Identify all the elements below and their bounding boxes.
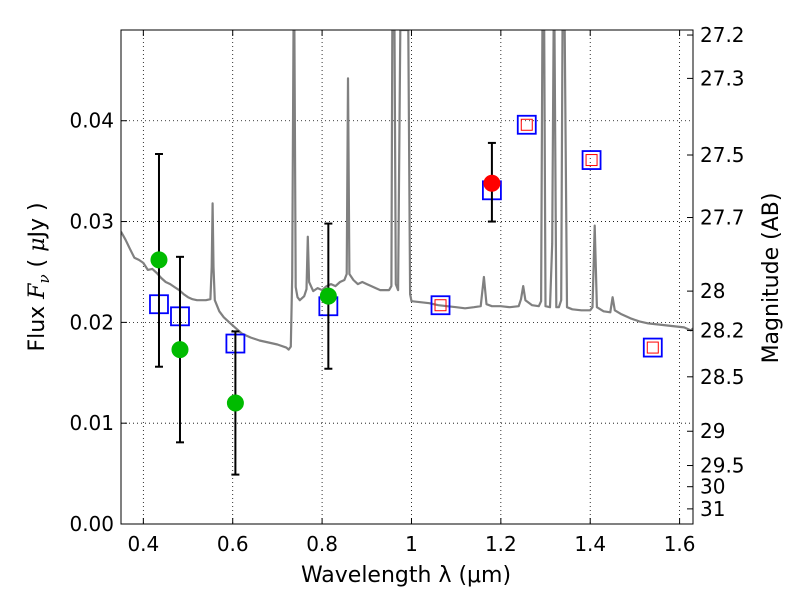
upper-limit-square [520,118,533,131]
y-tick-label: 0.00 [69,512,114,536]
x-axis-label: Wavelength λ (μm) [301,563,511,588]
upper-limit-square [585,154,598,167]
x-tick-label: 0.8 [306,532,338,556]
right-tick-label: 27.5 [700,143,745,167]
observed-point [319,287,337,305]
x-tick-label: 1.4 [574,532,606,556]
model-flux-square [430,295,451,316]
y-tick-label: 0.01 [69,411,114,435]
model-flux-square [642,337,663,358]
upper-limit-square [434,299,447,312]
x-tick-label: 1 [405,532,418,556]
right-tick-label: 29.5 [700,454,745,478]
right-tick-label: 28 [700,279,725,303]
model-flux-square [516,114,537,135]
y-tick-label: 0.04 [69,109,114,133]
observed-point [150,251,168,269]
right-axis-label: Magnitude (AB) [759,193,784,364]
right-tick-label: 29 [700,419,725,443]
model-flux-square [581,150,602,170]
x-tick-label: 1.2 [485,532,517,556]
x-tick-label: 0.4 [127,532,159,556]
spectrum-line [121,30,693,351]
observed-point [483,174,501,192]
upper-limit-square [646,341,659,354]
right-tick-label: 27.2 [700,23,745,47]
observed-point [226,394,244,412]
right-tick-label: 31 [700,497,725,521]
marker-layer [149,114,663,476]
grid-lines [121,30,693,525]
y-tick-label: 0.02 [69,310,114,334]
observed-point [171,341,189,359]
plot-frame [120,29,694,525]
right-tick-label: 30 [700,475,725,499]
y-axis-label: Flux Fν ( μJy ) [25,202,53,351]
right-tick-label: 28.5 [700,365,745,389]
x-tick-label: 1.6 [664,532,696,556]
x-tick-label: 0.6 [217,532,249,556]
y-tick-label: 0.03 [69,210,114,234]
right-tick-label: 28.2 [700,318,745,342]
tick-layer: 0.4 0.6 0.8 1 1.2 1.4 1.6 0.00 0.01 0.02 0.03 0.04 2… [69,23,744,556]
right-tick-label: 27.7 [700,206,745,230]
spectrum-layer [121,30,693,351]
right-tick-label: 27.3 [700,66,745,90]
